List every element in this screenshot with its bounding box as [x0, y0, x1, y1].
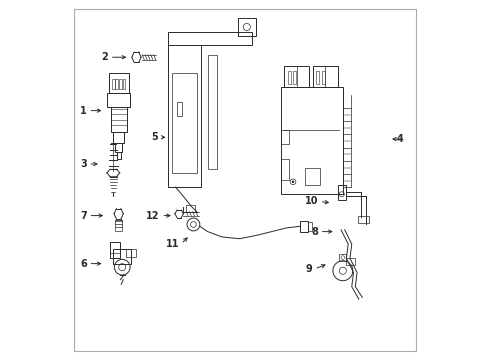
Text: 2: 2	[101, 52, 108, 62]
Circle shape	[292, 181, 294, 183]
Bar	[281, 87, 343, 194]
Bar	[358, 216, 369, 223]
Bar	[122, 78, 125, 89]
Bar	[115, 143, 122, 152]
Bar	[313, 66, 338, 87]
Bar	[300, 221, 308, 231]
Bar	[238, 18, 256, 36]
Bar	[119, 78, 122, 89]
Bar	[308, 222, 312, 230]
Bar	[117, 152, 121, 159]
Text: 6: 6	[80, 258, 87, 269]
Bar	[116, 78, 118, 89]
Text: 1: 1	[80, 105, 87, 116]
Bar	[126, 249, 137, 257]
Text: 9: 9	[306, 264, 313, 274]
Bar	[186, 205, 195, 212]
Bar	[338, 185, 346, 199]
Bar	[339, 255, 346, 261]
Bar	[113, 249, 131, 264]
Text: 7: 7	[80, 211, 87, 221]
Bar	[169, 45, 200, 187]
Bar	[208, 55, 217, 169]
Bar	[110, 242, 120, 258]
Bar	[305, 167, 319, 185]
Bar	[107, 93, 130, 107]
Bar	[281, 159, 290, 180]
Text: 11: 11	[166, 239, 179, 249]
Bar	[172, 73, 197, 173]
Bar	[346, 258, 355, 265]
Bar	[111, 107, 126, 132]
Bar	[321, 72, 325, 84]
Bar	[281, 130, 290, 144]
Bar	[284, 66, 309, 87]
Bar	[113, 132, 124, 143]
Bar	[112, 78, 115, 89]
Text: 5: 5	[151, 132, 158, 142]
Bar	[316, 72, 319, 84]
Text: 3: 3	[80, 159, 87, 169]
Text: 12: 12	[146, 211, 160, 221]
Text: 8: 8	[311, 226, 318, 237]
Text: 4: 4	[396, 134, 403, 144]
Text: 10: 10	[304, 196, 318, 206]
Bar	[177, 102, 182, 116]
Bar	[288, 72, 291, 84]
Bar	[293, 72, 296, 84]
Bar	[169, 32, 252, 45]
